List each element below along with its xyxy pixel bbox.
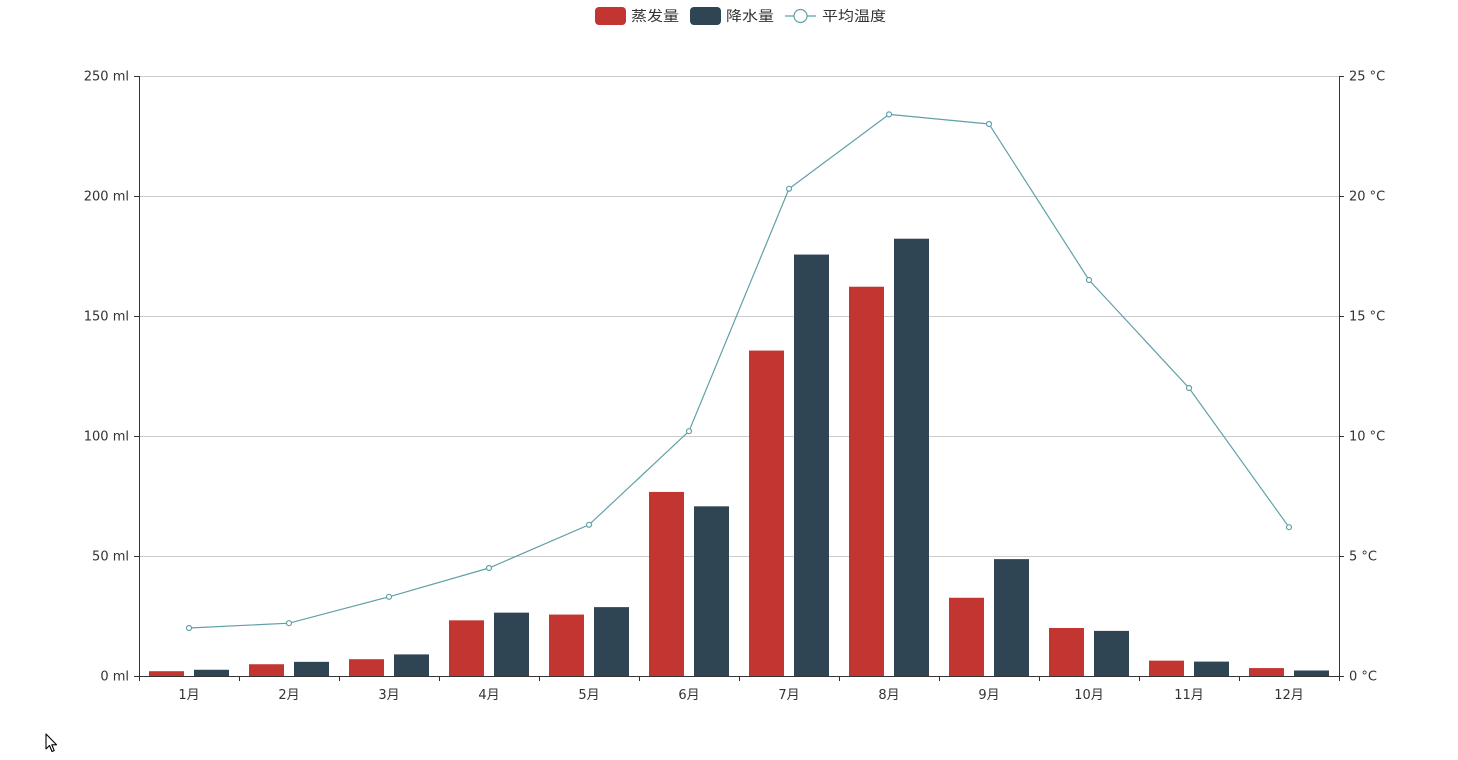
legend-marker <box>793 8 808 24</box>
x-tick-label: 2月 <box>278 688 299 703</box>
bar-evaporation[interactable] <box>849 286 884 676</box>
y-right-tick-label: 10 °C <box>1349 430 1385 445</box>
axes: 0 ml 50 ml 100 ml 150 ml 200 ml 250 ml 0 °C 5 °… <box>84 70 1386 704</box>
x-tick-label: 3月 <box>378 688 399 703</box>
x-tick-label: 6月 <box>678 688 699 703</box>
x-tick-label: 5月 <box>578 688 599 703</box>
temperature-point[interactable] <box>785 185 793 192</box>
bar-evaporation[interactable] <box>449 620 484 676</box>
bar-evaporation[interactable] <box>549 614 584 676</box>
bar-precipitation[interactable] <box>894 238 929 676</box>
bar-precipitation[interactable] <box>394 654 429 676</box>
temperature-point[interactable] <box>985 120 993 128</box>
bar-evaporation[interactable] <box>1149 660 1184 676</box>
bar-evaporation[interactable] <box>349 659 384 676</box>
y-right-tick-label: 20 °C <box>1349 190 1385 205</box>
temperature-point[interactable] <box>1285 524 1293 531</box>
x-tick-label: 1月 <box>178 688 199 703</box>
legend-label: 平均温度 <box>822 9 886 25</box>
temperature-line <box>188 113 1290 629</box>
bar-precipitation[interactable] <box>794 254 829 676</box>
mouse-cursor-icon <box>45 733 58 753</box>
bar-evaporation[interactable] <box>149 671 184 676</box>
temperature-point[interactable] <box>585 521 593 528</box>
y-left-tick-label: 0 ml <box>100 670 129 685</box>
bar-evaporation[interactable] <box>1249 668 1284 676</box>
bars <box>149 238 1329 676</box>
y-right-tick-label: 15 °C <box>1349 310 1385 325</box>
y-right-tick-label: 0 °C <box>1349 670 1377 685</box>
bar-precipitation[interactable] <box>694 506 729 676</box>
temperature-point[interactable] <box>685 428 693 435</box>
temperature-point[interactable] <box>285 620 293 627</box>
temperature-point[interactable] <box>485 564 493 572</box>
bar-precipitation[interactable] <box>594 607 629 676</box>
x-tick-label: 12月 <box>1274 688 1304 703</box>
line-series-temperature <box>185 111 1293 632</box>
bar-precipitation[interactable] <box>994 559 1029 676</box>
x-tick-label: 11月 <box>1174 688 1204 703</box>
bar-precipitation[interactable] <box>1294 670 1329 676</box>
x-tick-label: 10月 <box>1074 688 1104 703</box>
x-tick-label: 8月 <box>878 688 899 703</box>
y-right-tick-label: 25 °C <box>1349 70 1385 85</box>
bar-precipitation[interactable] <box>1194 661 1229 676</box>
gridlines <box>139 76 1339 557</box>
x-tick-label: 7月 <box>778 688 799 703</box>
x-tick-label: 9月 <box>978 688 999 703</box>
y-left-tick-label: 50 ml <box>92 550 129 565</box>
legend-item-evaporation[interactable]: 蒸发量 <box>595 7 679 25</box>
bar-precipitation[interactable] <box>1094 630 1129 676</box>
y-left-tick-label: 150 ml <box>84 310 129 325</box>
y-left-tick-label: 100 ml <box>84 430 129 445</box>
bar-evaporation[interactable] <box>749 350 784 676</box>
legend-item-precipitation[interactable]: 降水量 <box>690 7 774 25</box>
bar-precipitation[interactable] <box>194 669 229 676</box>
y-right-tick-label: 5 °C <box>1349 550 1377 565</box>
legend-label: 降水量 <box>726 9 774 25</box>
legend: 蒸发量 降水量 平均温度 <box>595 7 886 25</box>
legend-label: 蒸发量 <box>631 9 679 25</box>
bar-precipitation[interactable] <box>494 612 529 676</box>
temperature-point[interactable] <box>185 624 193 632</box>
temperature-point[interactable] <box>385 593 393 600</box>
legend-swatch <box>690 7 721 25</box>
bar-evaporation[interactable] <box>1049 628 1084 676</box>
legend-item-temperature[interactable]: 平均温度 <box>785 8 886 25</box>
x-tick-label: 4月 <box>478 688 499 703</box>
temperature-point[interactable] <box>885 111 893 118</box>
temperature-point[interactable] <box>1085 276 1093 284</box>
temperature-point[interactable] <box>1185 384 1193 392</box>
legend-swatch <box>595 7 626 25</box>
y-left-tick-label: 250 ml <box>84 70 129 85</box>
bar-precipitation[interactable] <box>294 661 329 676</box>
y-left-tick-label: 200 ml <box>84 190 129 205</box>
bar-evaporation[interactable] <box>949 597 984 676</box>
bar-evaporation[interactable] <box>249 664 284 676</box>
bar-evaporation[interactable] <box>649 491 684 676</box>
